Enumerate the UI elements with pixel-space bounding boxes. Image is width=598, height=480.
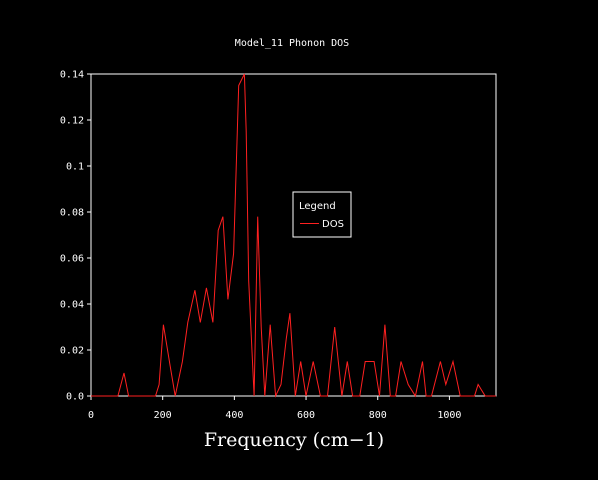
y-tick-label: 0.02 [60, 346, 84, 357]
legend: Legend DOS [292, 191, 352, 238]
chart-title: Model_11 Phonon DOS [235, 38, 349, 49]
legend-entries: DOS [300, 219, 344, 230]
y-tick-label: 0.06 [60, 254, 84, 265]
y-tick-label: 0.1 [66, 162, 84, 173]
y-axis: 0.0 0.02 0.04 0.06 0.08 0.1 0.12 0.14 [60, 70, 91, 403]
x-tick-label: 400 [225, 410, 243, 421]
y-tick-label: 0.08 [60, 208, 84, 219]
series-line [91, 73, 496, 398]
legend-box [292, 191, 352, 238]
x-tick-label: 200 [154, 410, 172, 421]
y-tick-label: 0.0 [66, 392, 84, 403]
x-tick-label: 600 [297, 410, 315, 421]
y-tick-label: 0.12 [60, 116, 84, 127]
x-tick-label: 1000 [437, 410, 461, 421]
legend-title: Legend [299, 201, 336, 212]
x-tick-label: 800 [369, 410, 387, 421]
x-tick-label: 0 [88, 410, 94, 421]
y-tick-label: 0.04 [60, 300, 84, 311]
plot-frame [90, 73, 497, 397]
x-axis-label: Frequency (cm−1) [204, 429, 384, 451]
series-layer [91, 73, 496, 398]
x-axis: 0 200 400 600 800 1000 [88, 396, 461, 421]
legend-label: DOS [322, 219, 344, 230]
y-tick-label: 0.14 [60, 70, 84, 81]
